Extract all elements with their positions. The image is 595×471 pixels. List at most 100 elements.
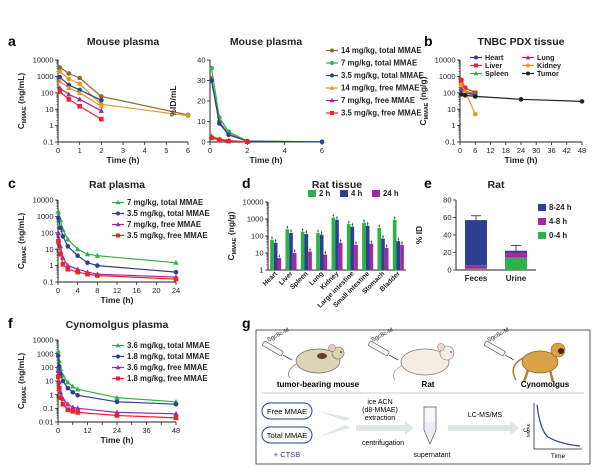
schematic-panel: Sgc8c-M tumor-bearing mouse Sgc8c-M Rat bbox=[255, 327, 591, 465]
b-xtick-label: 36 bbox=[547, 146, 555, 155]
a1-data-point-0 bbox=[99, 94, 104, 99]
f-legend-label-0: 3.6 mg/kg, total MMAE bbox=[127, 341, 210, 350]
a1-data-point-0 bbox=[77, 75, 82, 81]
b-ytick-label: 10 bbox=[447, 105, 455, 114]
panel-letter-f: f bbox=[8, 315, 13, 331]
a1-xtick-label: 0 bbox=[56, 146, 60, 155]
f-xtick-label: 12 bbox=[83, 426, 91, 435]
b-legend-label-3: Lung bbox=[537, 53, 555, 62]
c-data-point-1 bbox=[173, 269, 179, 275]
d-data-dot bbox=[351, 223, 354, 226]
a1-data-point-5 bbox=[77, 104, 82, 109]
b-legend-label-1: Liver bbox=[485, 61, 502, 70]
f-ytick-label: 0.01 bbox=[39, 418, 54, 427]
a1-data-point-3 bbox=[66, 85, 72, 90]
f-legend-label-1: 1.8 mg/kg, total MMAE bbox=[127, 352, 210, 361]
c-xtick-label: 0 bbox=[56, 286, 60, 295]
extraction-line-3: extraction bbox=[365, 415, 395, 422]
d-data-dot bbox=[382, 235, 384, 238]
a2-data-point-2 bbox=[319, 139, 325, 145]
panel-letter-d: d bbox=[242, 175, 251, 191]
a2-data-point-5 bbox=[217, 137, 222, 143]
d-bar-1 bbox=[289, 233, 293, 270]
c-xtick-label: 8 bbox=[95, 286, 99, 295]
d-bar-1 bbox=[381, 238, 385, 270]
d-bar-0 bbox=[362, 222, 366, 270]
lcms-label: LC-MS/MS bbox=[468, 412, 503, 419]
a2-ytick-label: 20 bbox=[197, 97, 205, 106]
a2-data-point-2 bbox=[226, 132, 231, 138]
b-xtick-label: 30 bbox=[532, 146, 540, 155]
mini-ylabel: C bbox=[523, 427, 530, 432]
a1-data-point-4 bbox=[57, 85, 63, 90]
d-bar-1 bbox=[319, 234, 324, 270]
d-data-dot bbox=[278, 255, 281, 257]
d-ytick-label: 100 bbox=[251, 232, 264, 241]
d-data-dot bbox=[305, 231, 308, 233]
d-ytick-label: 10 bbox=[255, 249, 263, 258]
c-ylabel: CMMAE (ng/mL) bbox=[16, 213, 28, 270]
e-category-label: Feces bbox=[465, 274, 488, 283]
a1-ytick-label: 1000 bbox=[37, 72, 54, 81]
c-ytick-label: 1000 bbox=[37, 212, 54, 221]
b-xtick-label: 18 bbox=[502, 146, 510, 155]
f-ylabel: CMMAE (ng/mL) bbox=[16, 353, 28, 410]
f-title: Cynomolgus plasma bbox=[66, 319, 169, 331]
d-data-dot bbox=[370, 240, 373, 243]
b-title: TNBC PDX tissue bbox=[478, 36, 565, 48]
c-data-point-0 bbox=[84, 251, 91, 257]
b-legend-marker-5 bbox=[526, 71, 530, 76]
f-data-point-1 bbox=[56, 363, 62, 369]
c-data-point-1 bbox=[56, 215, 61, 221]
tube-icon bbox=[423, 406, 437, 445]
a2-legend-label-1: 7 mg/kg, total MMAE bbox=[341, 59, 417, 68]
chart-a2: 0 10 20 30 40 Mouse plasma %ID/mL 0 2 4 6 Time (h) 1… bbox=[168, 36, 424, 165]
a1-data-point-5 bbox=[57, 89, 63, 94]
syringe-icon-2 bbox=[368, 340, 399, 361]
c-legend-marker-2 bbox=[115, 222, 121, 227]
c-data-point-3 bbox=[173, 276, 179, 282]
b-legend-marker-4 bbox=[526, 63, 530, 68]
e-ytick-label: 60 bbox=[443, 213, 451, 222]
f-xtick-label: 0 bbox=[56, 426, 60, 435]
b-xtick-label: 48 bbox=[578, 146, 586, 155]
c-data-point-1 bbox=[60, 234, 66, 239]
a1-xtick-label: 3 bbox=[121, 146, 125, 155]
e-bar-segment-2 bbox=[465, 220, 487, 266]
d-bar-2 bbox=[292, 253, 297, 270]
supernatant-label: supernatant bbox=[414, 452, 451, 459]
f-ytick-label: 100 bbox=[41, 363, 54, 372]
f-data-point-2 bbox=[57, 389, 64, 395]
d-data-dot bbox=[401, 242, 403, 244]
c-xtick-label: 4 bbox=[76, 286, 80, 295]
e-legend-label-2: 0-4 h bbox=[549, 231, 567, 240]
f-data-point-3 bbox=[56, 385, 62, 391]
a1-data-point-1 bbox=[57, 69, 63, 74]
a2-legend-marker-5 bbox=[330, 111, 334, 115]
free-mmae-label: Free MMAE bbox=[267, 407, 307, 416]
f-data-point-3 bbox=[65, 407, 71, 412]
a1-series-line-3 bbox=[59, 80, 102, 107]
c-data-point-1 bbox=[75, 253, 80, 259]
d-bar-2 bbox=[369, 243, 374, 270]
total-mmae-box bbox=[261, 426, 313, 444]
b-xtick-label: 0 bbox=[458, 146, 462, 155]
d-bar-0 bbox=[331, 217, 336, 270]
f-ytick-label: 0.1 bbox=[43, 404, 53, 413]
a1-data-point-5 bbox=[99, 116, 104, 122]
b-ytick-label: 1 bbox=[451, 121, 455, 130]
c-ytick-label: 100 bbox=[41, 228, 54, 237]
b-data-point-5 bbox=[579, 99, 585, 104]
c-ytick-label: 10 bbox=[45, 245, 53, 254]
d-bar-2 bbox=[354, 244, 358, 270]
f-data-point-2 bbox=[74, 405, 81, 411]
b-xtick-label: 6 bbox=[473, 146, 477, 155]
total-mmae-label: Total MMAE bbox=[267, 431, 307, 440]
panel-letter-c: c bbox=[8, 175, 16, 191]
c-ytick-label: 10000 bbox=[33, 196, 54, 205]
a2-legend-label-3: 14 mg/kg, free MMAE bbox=[341, 84, 419, 93]
b-xlabel: Time (h) bbox=[505, 155, 538, 165]
f-legend-label-3: 1.8 mg/kg, free MMAE bbox=[127, 374, 208, 383]
